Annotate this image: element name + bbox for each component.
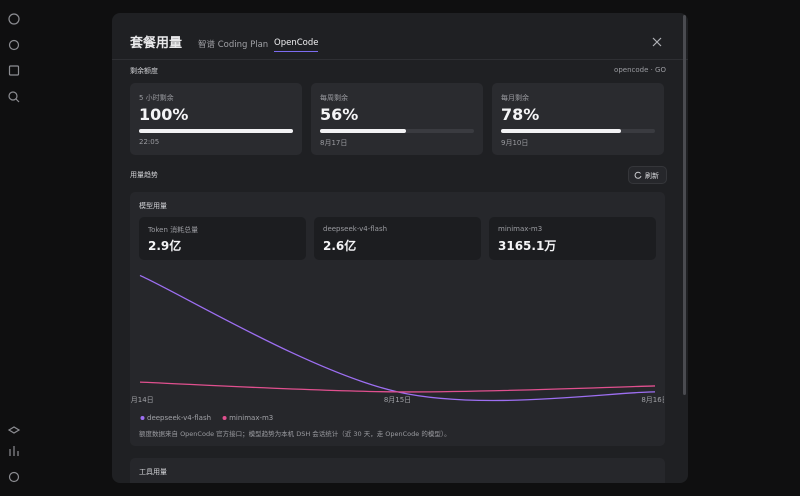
quota-label: 每月剩余 (501, 94, 529, 102)
account-label: opencode · GO (614, 66, 666, 74)
progress-track (320, 129, 474, 133)
model-panel: 模型用量 Token 消耗总量 2.9亿 deepseek-v4-flash 2.6亿… (130, 192, 665, 446)
reset-time: 8月17日 (320, 139, 348, 147)
sidebar (7, 13, 21, 483)
stat-label: deepseek-v4-flash (323, 225, 388, 233)
quota-label: 每周剩余 (320, 94, 348, 102)
progress-fill (139, 129, 293, 133)
modal-title: 套餐用量 (130, 36, 183, 51)
quota-value: 100% (139, 105, 189, 124)
progress-track (139, 129, 293, 133)
stat-value: 2.9亿 (148, 239, 182, 253)
divider (112, 59, 688, 60)
panel-title: 工具用量 (139, 468, 167, 476)
section-title: 用量趋势 (130, 171, 158, 179)
reset-time: 22:05 (139, 138, 160, 146)
progress-fill (501, 129, 622, 133)
layers-icon[interactable] (7, 426, 21, 434)
quota-card: 每周剩余 56% 8月17日 (311, 83, 483, 155)
stat-label: Token 消耗总量 (148, 226, 199, 234)
logo-icon[interactable] (8, 13, 20, 25)
stat-label: minimax-m3 (498, 225, 543, 233)
usage-modal: 套餐用量 智谱 Coding Plan OpenCode 剩余额度 openco… (112, 13, 688, 483)
stats-icon[interactable] (9, 446, 19, 456)
footnote: 额度数据来自 OpenCode 官方接口；模型趋势为本机 DSH 会话统计（近 … (139, 430, 451, 438)
stat-card: Token 消耗总量 2.9亿 (139, 217, 306, 260)
tab[interactable]: 智谱 Coding Plan (198, 40, 269, 50)
import-icon[interactable] (8, 65, 20, 76)
refresh-label: 刷新 (645, 171, 659, 180)
settings-icon[interactable] (8, 471, 20, 483)
close-button[interactable] (652, 37, 662, 47)
panel-title: 模型用量 (139, 202, 167, 210)
scrollbar[interactable] (683, 15, 686, 395)
quota-value: 56% (320, 105, 359, 124)
progress-fill (320, 129, 407, 133)
tab[interactable]: OpenCode (274, 38, 319, 52)
refresh-button[interactable]: 刷新 (628, 166, 667, 184)
progress-track (501, 129, 655, 133)
stat-card: deepseek-v4-flash 2.6亿 (314, 217, 481, 260)
quota-card: 每月剩余 78% 9月10日 (492, 83, 664, 155)
tools-panel: 工具用量 (130, 458, 665, 483)
stat-card: minimax-m3 3165.1万 (489, 217, 656, 260)
stat-value: 3165.1万 (498, 239, 557, 253)
quota-card: 5 小时剩余 100% 22:05 (130, 83, 302, 155)
section-title: 剩余额度 (130, 67, 158, 75)
search-icon[interactable] (8, 91, 18, 101)
stat-value: 2.6亿 (323, 239, 357, 253)
quota-value: 78% (501, 105, 540, 124)
reset-time: 9月10日 (501, 139, 529, 147)
new-icon[interactable] (8, 39, 20, 51)
quota-label: 5 小时剩余 (139, 94, 174, 102)
